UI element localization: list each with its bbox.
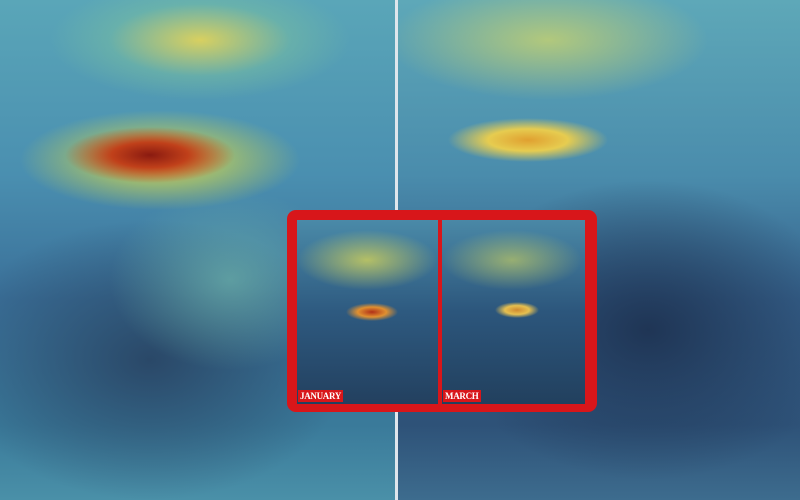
march-label: MARCH (443, 390, 481, 402)
january-label: JANUARY (298, 390, 344, 402)
inset-march-map: MARCH (442, 220, 585, 404)
inset-comparison-frame: JANUARY MARCH (287, 210, 597, 412)
inset-january-map: JANUARY (297, 220, 438, 404)
